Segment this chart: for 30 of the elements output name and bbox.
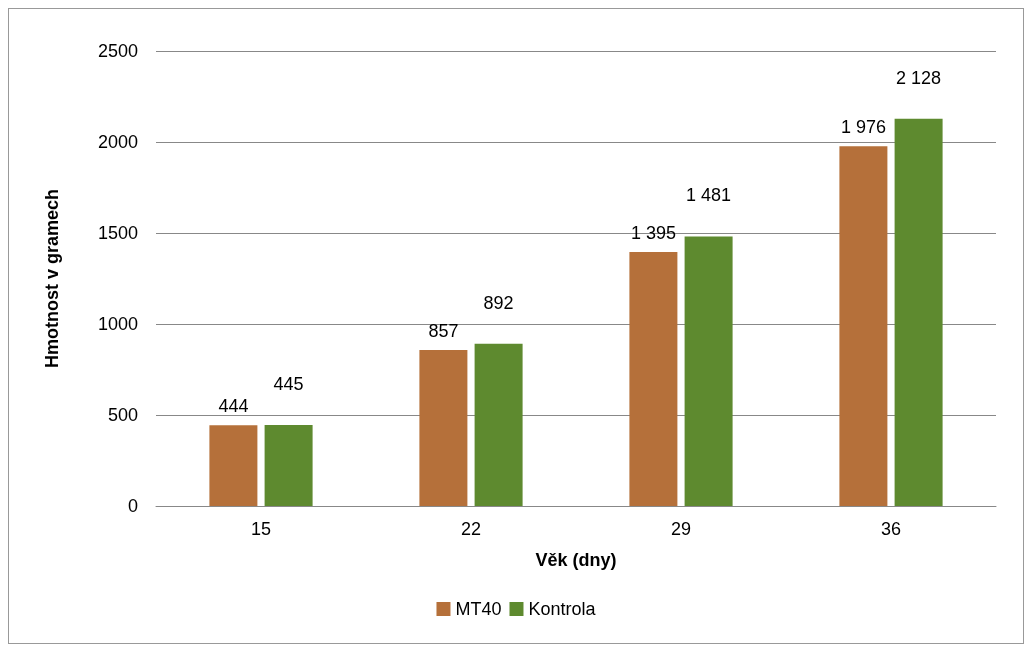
- y-tick-label: 1500: [97, 223, 138, 243]
- bar: [474, 343, 523, 506]
- y-tick-label: 2500: [97, 41, 138, 61]
- legend-label: Kontrola: [528, 599, 597, 619]
- bar: [894, 118, 943, 506]
- bar: [839, 146, 888, 506]
- x-axis-title: Věk (dny): [535, 550, 617, 570]
- bar: [629, 252, 678, 506]
- legend-label: MT40: [455, 599, 502, 619]
- bar: [419, 350, 468, 506]
- x-tick-label: 22: [460, 519, 482, 539]
- data-label: 2 128: [896, 67, 942, 88]
- bar: [209, 425, 258, 506]
- data-label: 1 395: [630, 223, 676, 244]
- data-label: 892: [483, 292, 514, 313]
- data-label: 445: [273, 374, 304, 395]
- x-tick-label: 29: [670, 519, 692, 539]
- y-tick-label: 500: [107, 405, 138, 425]
- data-label: 444: [218, 396, 249, 417]
- data-label: 1 481: [686, 185, 732, 206]
- x-tick-label: 15: [250, 519, 272, 539]
- x-tick-label: 36: [880, 519, 902, 539]
- y-tick-label: 0: [127, 496, 138, 516]
- data-label: 857: [428, 321, 459, 342]
- bar: [684, 236, 733, 506]
- y-axis-title: Hmotnost v gramech: [42, 188, 62, 369]
- data-label: 1 976: [840, 117, 886, 138]
- y-tick-label: 1000: [97, 314, 138, 334]
- y-tick-label: 2000: [97, 132, 138, 152]
- bar: [264, 425, 313, 506]
